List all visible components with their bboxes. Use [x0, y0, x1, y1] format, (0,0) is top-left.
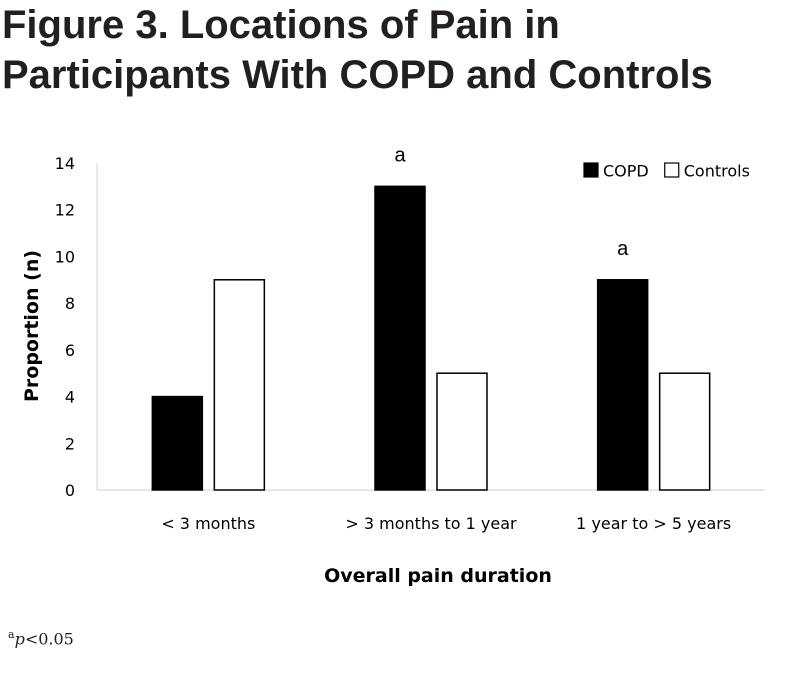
legend-label-controls: Controls: [684, 162, 750, 181]
x-tick-label: 1 year to > 5 years: [576, 514, 731, 533]
footnote: ap<0.05: [8, 628, 74, 648]
y-tick-label: 2: [65, 434, 75, 453]
footnote-p: p: [14, 629, 25, 649]
bar-controls-1: [213, 279, 266, 491]
y-tick-label: 12: [55, 201, 75, 220]
footnote-marker: a: [8, 628, 15, 641]
legend-swatch-copd: [583, 162, 599, 178]
x-tick-labels: < 3 months > 3 months to 1 year 1 year to …: [161, 514, 731, 533]
y-tick-labels: 0 2 4 6 8 10 12 14: [55, 154, 75, 500]
x-tick-label: < 3 months: [161, 514, 255, 533]
significance-annotation: a: [617, 238, 629, 260]
y-tick-label: 4: [65, 388, 75, 407]
y-tick-label: 14: [55, 154, 75, 173]
bar-copd-1: [151, 395, 204, 491]
figure-title-line-1: Figure 3. Locations of Pain in: [2, 3, 560, 47]
legend: COPD Controls: [583, 162, 750, 181]
significance-annotation: a: [394, 144, 406, 166]
bar-controls-3: [658, 372, 711, 491]
legend-label-copd: COPD: [603, 162, 649, 181]
bar-copd-2: [374, 185, 426, 491]
y-tick-label: 10: [55, 247, 75, 266]
y-tick-label: 8: [65, 294, 75, 313]
footnote-threshold: <0.05: [24, 629, 74, 649]
bar-controls-2: [436, 372, 488, 491]
figure-title: Figure 3. Locations of Pain in Participa…: [2, 0, 798, 100]
x-axis-label: Overall pain duration: [324, 565, 552, 587]
x-tick-label: > 3 months to 1 year: [345, 514, 517, 533]
figure-title-line-2: Participants With COPD and Controls: [2, 53, 713, 97]
bar-copd-3: [596, 279, 649, 491]
annotations: aa: [394, 144, 629, 259]
y-tick-label: 0: [65, 481, 75, 500]
y-axis-label: Proportion (n): [21, 250, 43, 402]
bars: [151, 185, 711, 491]
legend-swatch-controls: [664, 162, 680, 178]
y-tick-label: 6: [65, 341, 75, 360]
